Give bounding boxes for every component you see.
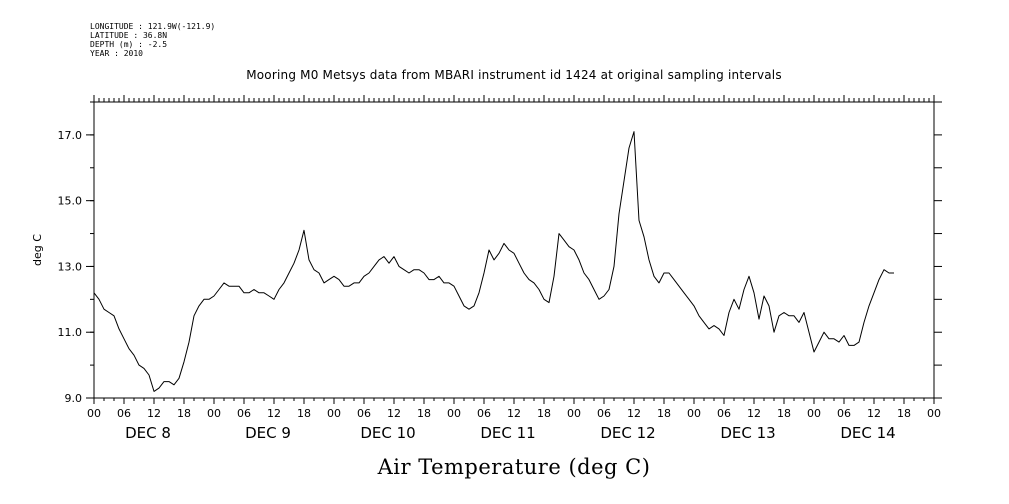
x-hour-label: 18 [177,407,191,420]
x-day-label: DEC 12 [600,424,655,442]
x-hour-label: 18 [537,407,551,420]
x-hour-label: 06 [597,407,611,420]
x-hour-label: 18 [417,407,431,420]
x-hour-label: 12 [147,407,161,420]
x-hour-label: 06 [477,407,491,420]
x-hour-label: 12 [507,407,521,420]
x-day-label: DEC 11 [480,424,535,442]
x-hour-label: 06 [117,407,131,420]
y-axis-label: deg C [31,234,44,266]
series-line [93,131,894,392]
x-day-label: DEC 8 [125,424,171,442]
y-tick-label: 11.0 [58,326,83,339]
x-hour-label: 18 [297,407,311,420]
x-hour-label: 12 [387,407,401,420]
x-day-label: DEC 9 [245,424,291,442]
x-hour-label: 00 [927,407,941,420]
depth-label: DEPTH (m) : -2.5 [90,40,168,49]
x-hour-label: 12 [267,407,281,420]
x-hour-label: 00 [207,407,221,420]
x-hour-label: 18 [657,407,671,420]
latitude-label: LATITUDE : 36.8N [90,31,168,40]
x-hour-label: 06 [237,407,251,420]
y-tick-label: 15.0 [58,195,83,208]
x-hour-label: 18 [777,407,791,420]
y-tick-label: 17.0 [58,129,83,142]
x-hour-label: 18 [897,407,911,420]
x-day-label: DEC 14 [840,424,895,442]
x-hour-label: 12 [627,407,641,420]
x-hour-label: 06 [357,407,371,420]
longitude-label: LONGITUDE : 121.9W(-121.9) [90,22,216,31]
y-tick-label: 13.0 [58,260,83,273]
year-label: YEAR : 2010 [90,49,143,58]
x-hour-label: 00 [687,407,701,420]
x-hour-label: 12 [867,407,881,420]
x-hour-label: 06 [837,407,851,420]
x-axis-title: Air Temperature (deg C) [377,455,651,479]
x-hour-label: 00 [87,407,101,420]
x-hour-label: 12 [747,407,761,420]
x-day-label: DEC 13 [720,424,775,442]
metadata-block: LONGITUDE : 121.9W(-121.9) LATITUDE : 36.… [90,22,215,58]
x-hour-label: 00 [567,407,581,420]
plot-frame [93,101,935,399]
x-hour-label: 00 [807,407,821,420]
y-tick-label: 9.0 [65,392,83,405]
x-hour-label: 06 [717,407,731,420]
x-hour-label: 00 [447,407,461,420]
x-hour-label: 00 [327,407,341,420]
x-day-label: DEC 10 [360,424,415,442]
chart-title: Mooring M0 Metsys data from MBARI instru… [246,68,782,82]
